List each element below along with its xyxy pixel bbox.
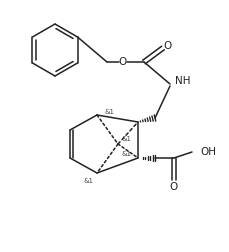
Text: OH: OH <box>199 147 215 157</box>
Text: &1: &1 <box>84 178 94 184</box>
Text: NH: NH <box>174 76 190 86</box>
Text: O: O <box>118 57 127 67</box>
Text: O: O <box>163 41 171 51</box>
Text: O: O <box>169 182 177 192</box>
Text: &1: &1 <box>105 109 114 115</box>
Text: &1: &1 <box>121 136 131 142</box>
Text: &1: &1 <box>121 151 131 157</box>
